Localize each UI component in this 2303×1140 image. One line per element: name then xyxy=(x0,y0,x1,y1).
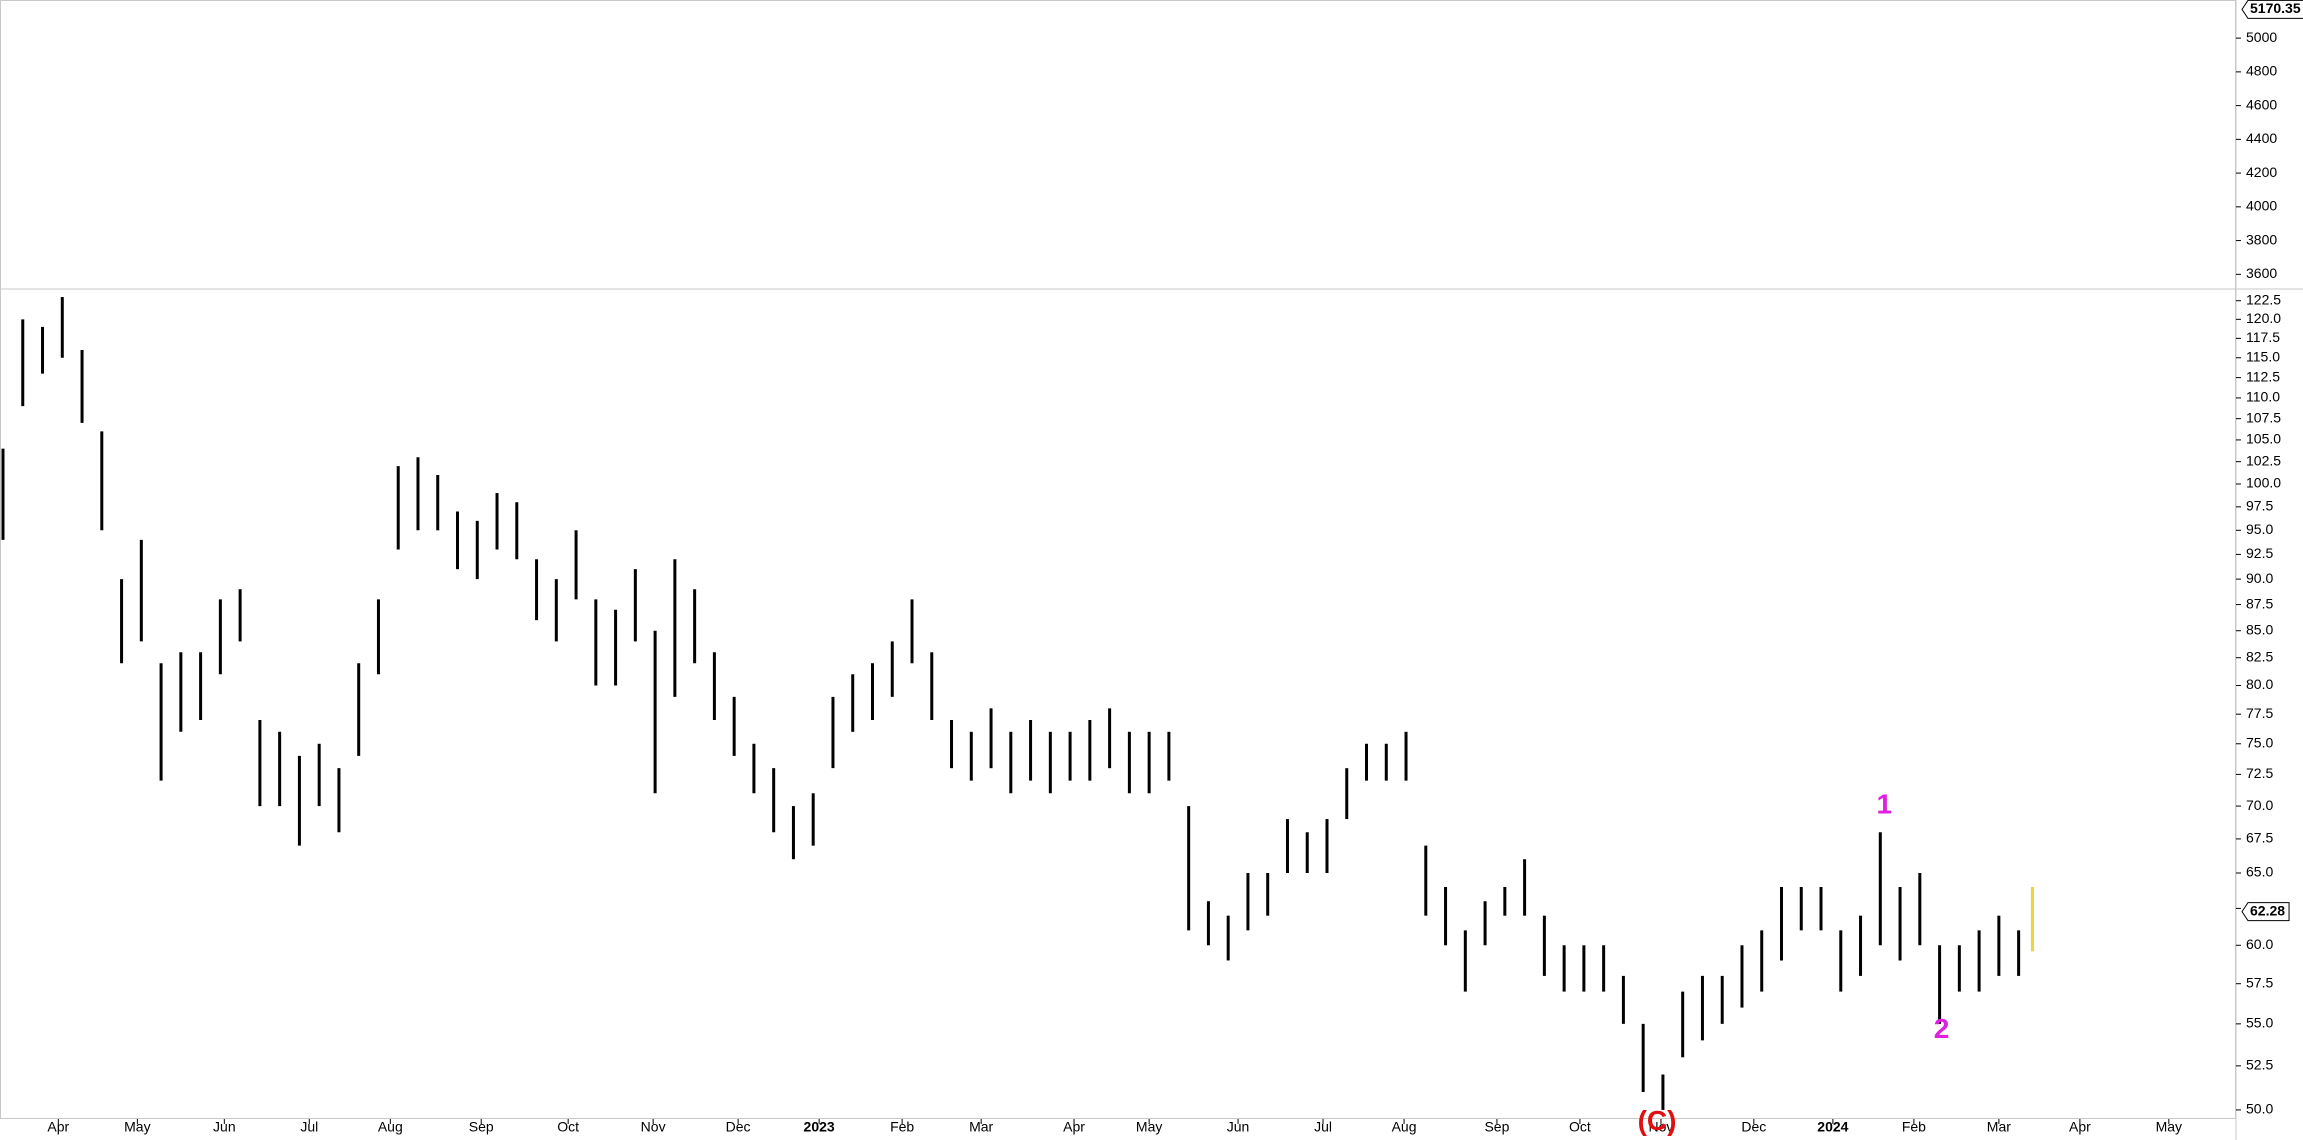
y-tick-label: 112.5 xyxy=(2246,368,2280,384)
y-tick-label: 4600 xyxy=(2246,96,2277,112)
x-tick-label: Nov xyxy=(641,1119,666,1135)
y-tick-label: 70.0 xyxy=(2246,797,2273,813)
wave-label: (C) xyxy=(1638,1105,1677,1136)
x-tick-label: Jul xyxy=(300,1119,318,1135)
y-tick-label: 115.0 xyxy=(2246,348,2280,364)
x-tick-label: 2024 xyxy=(1817,1119,1848,1135)
last-value-label: 62.28 xyxy=(2250,902,2285,918)
x-tick-label: Apr xyxy=(2069,1119,2091,1135)
y-tick-label: 72.5 xyxy=(2246,765,2273,781)
y-tick-label: 50.0 xyxy=(2246,1101,2273,1117)
y-tick-label: 4200 xyxy=(2246,164,2277,180)
y-tick-label: 65.0 xyxy=(2246,864,2273,880)
x-tick-label: Jul xyxy=(1314,1119,1332,1135)
y-tick-label: 92.5 xyxy=(2246,545,2273,561)
y-tick-label: 82.5 xyxy=(2246,648,2273,664)
x-tick-label: 2023 xyxy=(804,1119,835,1135)
x-tick-label: Sep xyxy=(469,1119,494,1135)
last-value-label: 5170.35 xyxy=(2250,0,2301,16)
x-tick-label: Aug xyxy=(1392,1119,1417,1135)
x-tick-label: Mar xyxy=(969,1119,993,1135)
x-tick-label: May xyxy=(2156,1119,2182,1135)
x-tick-label: Dec xyxy=(1741,1119,1766,1135)
y-tick-label: 90.0 xyxy=(2246,570,2273,586)
y-tick-label: 107.5 xyxy=(2246,409,2281,425)
y-tick-label: 55.0 xyxy=(2246,1015,2273,1031)
x-tick-label: Nov xyxy=(1649,1119,1674,1135)
y-tick-label: 4000 xyxy=(2246,198,2277,214)
x-tick-label: Apr xyxy=(1063,1119,1085,1135)
y-tick-label: 120.0 xyxy=(2246,310,2281,326)
y-tick-label: 85.0 xyxy=(2246,621,2273,637)
y-tick-label: 3800 xyxy=(2246,231,2277,247)
x-tick-label: Dec xyxy=(726,1119,751,1135)
y-tick-label: 95.0 xyxy=(2246,521,2273,537)
y-tick-label: 4400 xyxy=(2246,130,2277,146)
y-tick-label: 52.5 xyxy=(2246,1057,2273,1073)
x-tick-label: Mar xyxy=(1987,1119,2011,1135)
x-tick-label: May xyxy=(1136,1119,1162,1135)
x-tick-label: Apr xyxy=(47,1119,69,1135)
y-tick-label: 67.5 xyxy=(2246,830,2273,846)
x-tick-label: Oct xyxy=(1569,1119,1591,1135)
wave-label: 2 xyxy=(1934,1013,1950,1044)
y-tick-label: 117.5 xyxy=(2246,329,2280,345)
y-tick-label: 57.5 xyxy=(2246,974,2273,990)
y-tick-label: 5000 xyxy=(2246,29,2277,45)
y-tick-label: 60.0 xyxy=(2246,936,2273,952)
y-tick-label: 100.0 xyxy=(2246,475,2281,491)
x-tick-label: Feb xyxy=(890,1119,914,1135)
y-tick-label: 75.0 xyxy=(2246,734,2273,750)
x-tick-label: Feb xyxy=(1902,1119,1926,1135)
y-tick-label: 122.5 xyxy=(2246,291,2281,307)
last-value-box xyxy=(2241,0,2303,19)
x-tick-label: Jun xyxy=(1227,1119,1250,1135)
x-tick-label: Jun xyxy=(213,1119,236,1135)
x-tick-label: May xyxy=(124,1119,150,1135)
y-tick-label: 97.5 xyxy=(2246,498,2273,514)
last-value-box xyxy=(2241,902,2290,922)
y-tick-label: 80.0 xyxy=(2246,676,2273,692)
x-tick-label: Oct xyxy=(557,1119,579,1135)
y-tick-label: 87.5 xyxy=(2246,595,2273,611)
x-tick-label: Sep xyxy=(1484,1119,1509,1135)
y-tick-label: 4800 xyxy=(2246,63,2277,79)
y-tick-label: 3600 xyxy=(2246,265,2277,281)
y-tick-label: 102.5 xyxy=(2246,452,2281,468)
y-tick-label: 77.5 xyxy=(2246,705,2273,721)
y-tick-label: 105.0 xyxy=(2246,431,2281,447)
wave-label: 1 xyxy=(1876,788,1892,819)
x-tick-label: Aug xyxy=(378,1119,403,1135)
y-tick-label: 110.0 xyxy=(2246,389,2280,405)
